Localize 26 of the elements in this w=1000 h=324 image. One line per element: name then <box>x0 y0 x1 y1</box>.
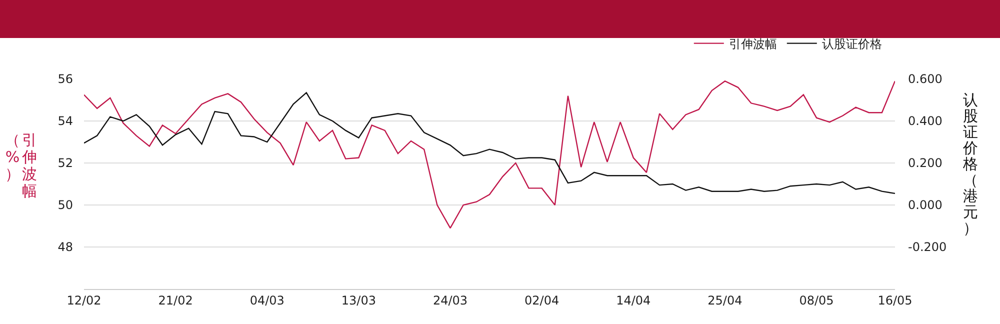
line-series <box>84 92 895 194</box>
y2-tick-label: 0.400 <box>908 114 942 128</box>
x-tick-label: 08/05 <box>799 293 834 308</box>
x-tick-label: 21/02 <box>158 293 193 308</box>
text: 引伸波幅（%） <box>5 131 37 200</box>
y-tick-label: 54 <box>58 114 73 128</box>
y-tick-label: 56 <box>58 72 73 86</box>
x-tick-label: 14/04 <box>616 293 651 308</box>
y2-tick-label: -0.200 <box>908 240 947 254</box>
y2-tick-label: 0.600 <box>908 72 942 86</box>
line-series <box>84 80 895 229</box>
text: 认股证价格（港元） <box>963 91 978 237</box>
y2-tick-label: 0.200 <box>908 156 942 170</box>
x-tick-label: 12/02 <box>66 293 102 308</box>
x-tick-label: 04/03 <box>250 293 284 308</box>
y-tick-label: 48 <box>58 240 73 254</box>
legend-label: 认股证价格 <box>822 36 882 51</box>
y-tick-label: 52 <box>58 156 73 170</box>
x-tick-label: 24/03 <box>432 293 468 308</box>
legend-label: 引伸波幅 <box>728 36 777 51</box>
x-tick-label: 25/04 <box>708 293 742 308</box>
y2-tick-label: 0.000 <box>908 198 942 212</box>
y-tick-label: 50 <box>58 198 73 212</box>
x-tick-label: 16/05 <box>878 293 912 308</box>
x-tick-label: 02/04 <box>524 293 560 308</box>
x-tick-label: 13/03 <box>341 293 376 308</box>
